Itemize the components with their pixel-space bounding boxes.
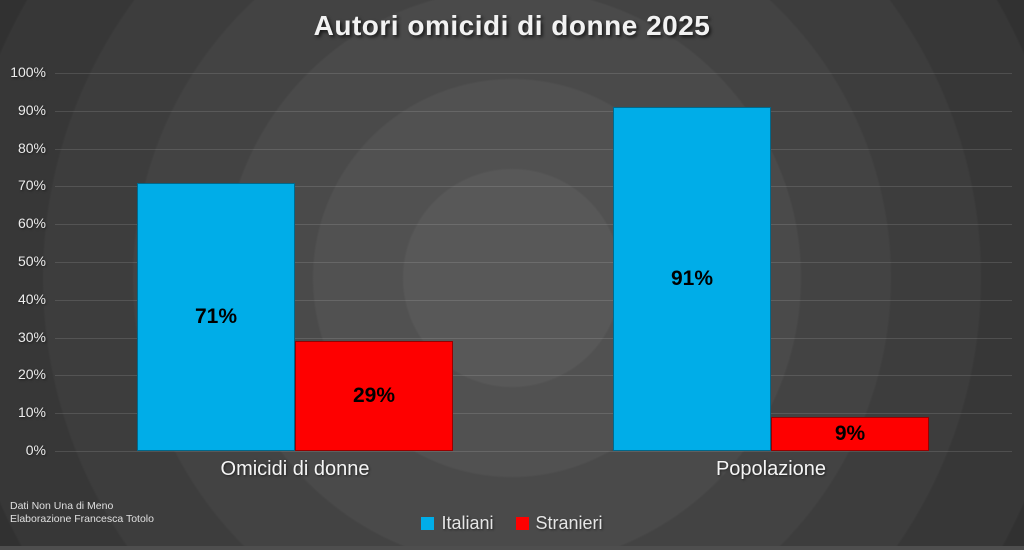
source-line-1: Dati Non Una di Meno <box>10 500 114 512</box>
y-axis-tick-label: 0% <box>25 442 46 458</box>
gridline <box>55 375 1012 377</box>
bar-group: 71% 29% Omicidi di donne <box>137 183 453 480</box>
legend-swatch-icon <box>421 517 435 530</box>
legend-label: Italiani <box>441 513 494 533</box>
value-label: 9% <box>834 422 866 445</box>
y-axis-tick-label: 90% <box>17 101 46 118</box>
gridline <box>55 186 1012 188</box>
value-label: 91% <box>670 267 714 290</box>
y-axis-tick-label: 10% <box>17 404 46 421</box>
y-axis-tick-label: 80% <box>17 139 46 156</box>
y-axis-tick-label: 20% <box>17 366 46 383</box>
y-axis-tick-label: 30% <box>17 328 46 345</box>
gridline <box>55 337 1012 339</box>
bar-stranieri-2: 9% <box>771 417 929 451</box>
y-axis-tick-label: 60% <box>17 215 46 232</box>
legend: Italiani Stranieri <box>0 513 1024 534</box>
bottom-strip <box>0 546 1024 550</box>
chart-title: Autori omicidi di donne 2025 <box>313 10 711 41</box>
source-note: Dati Non Una di Meno Elaborazione France… <box>10 500 154 526</box>
gridline <box>55 148 1012 150</box>
legend-item-italiani: Italiani <box>421 513 494 534</box>
plot-area: 0% 10% 20% 30% 40% 50% 60% 70% 80% 90% 100% 71% 29% O… <box>10 64 1012 480</box>
bar-italiani-2: 91% <box>613 107 771 451</box>
gridline <box>55 451 1012 452</box>
legend-label: Stranieri <box>535 513 603 533</box>
y-axis-tick-label: 100% <box>10 64 46 80</box>
y-axis-tick-label: 70% <box>17 177 46 194</box>
source-line-2: Elaborazione Francesca Totolo <box>10 513 154 525</box>
gridline <box>55 110 1012 112</box>
category-label: Omicidi di donne <box>220 458 370 480</box>
bar-italiani-1: 71% <box>137 183 295 451</box>
legend-swatch-icon <box>515 517 529 530</box>
gridline <box>55 262 1012 263</box>
legend-item-stranieri: Stranieri <box>515 513 603 534</box>
category-label: Popolazione <box>715 458 827 480</box>
gridline <box>55 73 1012 74</box>
value-label: 71% <box>194 305 238 328</box>
gridline <box>55 224 1012 226</box>
bar-group: 91% 9% Popolazione <box>613 107 929 480</box>
gridline <box>55 299 1012 301</box>
y-axis-tick-label: 40% <box>17 290 46 307</box>
gridline <box>55 413 1012 415</box>
value-label: 29% <box>352 384 396 407</box>
bar-stranieri-1: 29% <box>295 341 453 451</box>
y-axis-tick-label: 50% <box>17 253 46 269</box>
